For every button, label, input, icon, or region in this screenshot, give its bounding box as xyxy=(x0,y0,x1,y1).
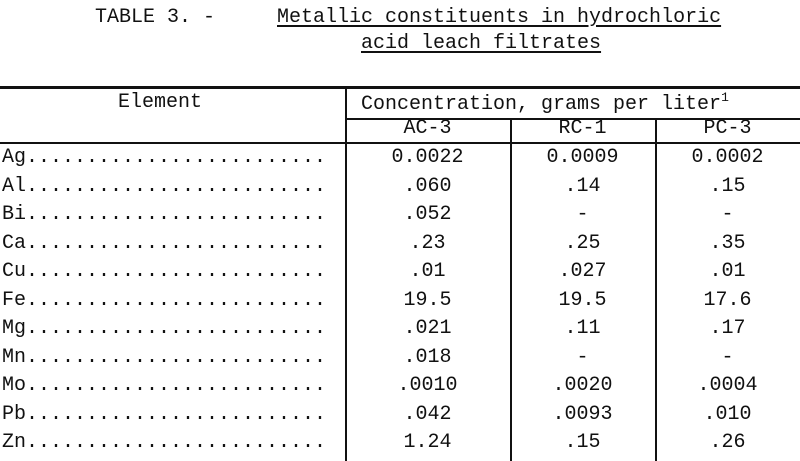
cell: .010 xyxy=(703,402,752,426)
rule xyxy=(345,88,347,461)
row-label: Zn......................... xyxy=(2,431,327,454)
cell: 0.0022 xyxy=(391,146,464,169)
cell: .052 xyxy=(403,203,452,226)
cell: - xyxy=(721,203,734,226)
cell: 19.5 xyxy=(403,288,452,312)
row-label: Al......................... xyxy=(2,174,327,198)
cell: 0.0009 xyxy=(546,146,619,169)
rule xyxy=(345,118,800,120)
cell: .018 xyxy=(403,345,452,369)
column-header: RC-1 xyxy=(558,117,607,140)
row-label: Mg......................... xyxy=(2,317,327,340)
group-header-text: Concentration, grams per liter xyxy=(361,93,722,116)
cell: .14 xyxy=(564,174,601,198)
cell: .11 xyxy=(564,317,601,340)
cell: 0.0002 xyxy=(691,146,764,169)
cell: .01 xyxy=(409,260,446,283)
group-header: Concentration, grams per liter1 xyxy=(361,90,729,117)
rule xyxy=(655,119,657,461)
table-caption: acid leach filtrates xyxy=(361,32,602,55)
cell: - xyxy=(576,345,589,369)
row-label: Pb......................... xyxy=(2,402,327,426)
row-label: Bi......................... xyxy=(2,203,327,226)
cell: .15 xyxy=(564,431,601,454)
cell: .15 xyxy=(709,174,746,198)
footnote-ref: 1 xyxy=(721,90,729,105)
cell: .17 xyxy=(709,317,746,340)
cell: .35 xyxy=(709,231,746,255)
cell: .0004 xyxy=(697,374,758,397)
row-label: Mn......................... xyxy=(2,345,327,369)
row-label: Ag......................... xyxy=(2,146,327,169)
table-label: TABLE 3. - xyxy=(95,6,216,29)
cell: 17.6 xyxy=(703,288,752,312)
cell: .0020 xyxy=(552,374,613,397)
cell: 1.24 xyxy=(403,431,452,454)
cell: .027 xyxy=(558,260,607,283)
row-label: Mo......................... xyxy=(2,374,327,397)
column-header: PC-3 xyxy=(703,117,752,140)
cell: 19.5 xyxy=(558,288,607,312)
cell: .0010 xyxy=(397,374,458,397)
cell: .060 xyxy=(403,174,452,198)
rule xyxy=(0,142,800,144)
row-label: Ca......................... xyxy=(2,231,327,255)
cell: .042 xyxy=(403,402,452,426)
rule xyxy=(510,119,512,461)
row-label: Fe......................... xyxy=(2,288,327,312)
cell: .01 xyxy=(709,260,746,283)
cell: - xyxy=(721,345,734,369)
cell: .021 xyxy=(403,317,452,340)
column-header: Element xyxy=(118,91,203,114)
rule xyxy=(0,86,800,89)
table-caption: Metallic constituents in hydrochloric xyxy=(277,6,722,29)
cell: .26 xyxy=(709,431,746,454)
column-header: AC-3 xyxy=(403,117,452,140)
cell: .0093 xyxy=(552,402,613,426)
cell: - xyxy=(576,203,589,226)
row-label: Cu......................... xyxy=(2,260,327,283)
cell: .25 xyxy=(564,231,601,255)
cell: .23 xyxy=(409,231,446,255)
